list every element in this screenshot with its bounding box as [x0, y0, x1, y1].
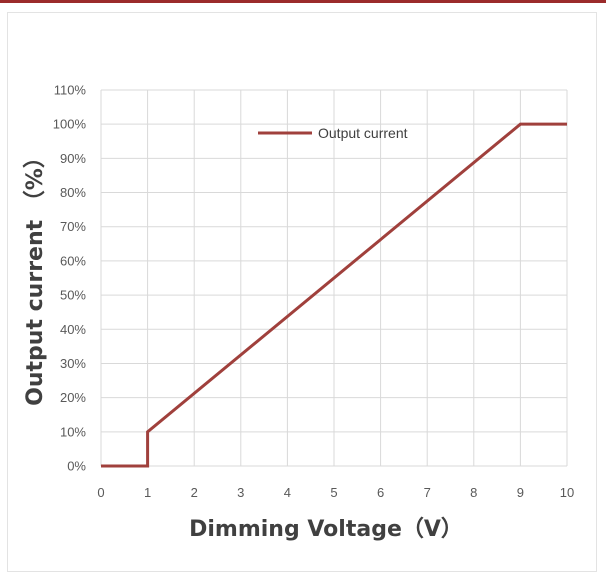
- top-accent-rule: [0, 0, 606, 3]
- x-tick-label: 3: [237, 485, 244, 500]
- y-axis-title: Output current （%）: [23, 146, 48, 406]
- x-tick-label: 9: [517, 485, 524, 500]
- y-tick-label: 90%: [60, 151, 86, 166]
- series-line-output-current: [101, 122, 567, 468]
- y-tick-label: 70%: [60, 219, 86, 234]
- series-group: [101, 122, 567, 468]
- x-axis-title: Dimming Voltage（V）: [189, 517, 463, 542]
- x-tick-label: 7: [424, 485, 431, 500]
- y-axis-ticks: 0% 10% 20% 30% 40% 50% 60% 70% 80% 90% 100% 110%: [53, 83, 87, 474]
- chart-frame: [7, 12, 597, 572]
- y-tick-label: 0%: [67, 459, 86, 474]
- x-tick-label: 6: [377, 485, 384, 500]
- y-tick-label: 10%: [60, 424, 86, 439]
- x-tick-label: 5: [330, 485, 337, 500]
- y-tick-label: 40%: [60, 322, 86, 337]
- y-tick-label: 30%: [60, 356, 86, 371]
- y-tick-label: 110%: [54, 83, 87, 98]
- x-tick-label: 2: [191, 485, 198, 500]
- x-tick-label: 8: [470, 485, 477, 500]
- x-tick-label: 10: [560, 485, 574, 500]
- legend-label: Output current: [318, 125, 408, 141]
- grid: [100, 89, 568, 467]
- x-tick-label: 0: [97, 485, 104, 500]
- x-axis-ticks: 0 1 2 3 4 5 6 7 8 9 10: [97, 485, 574, 500]
- y-tick-label: 80%: [60, 185, 86, 200]
- legend: Output current: [258, 125, 408, 141]
- x-tick-label: 4: [284, 485, 291, 500]
- y-tick-label: 50%: [60, 288, 86, 303]
- y-tick-label: 100%: [53, 117, 87, 132]
- y-tick-label: 60%: [60, 253, 86, 268]
- x-tick-label: 1: [144, 485, 151, 500]
- y-tick-label: 20%: [60, 390, 86, 405]
